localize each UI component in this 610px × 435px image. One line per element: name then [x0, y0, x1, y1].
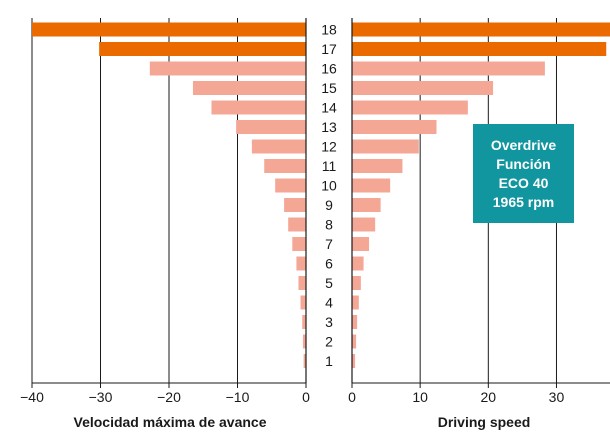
right-tick-label: 10	[412, 389, 428, 405]
left-tick-label: −20	[157, 389, 181, 405]
left-bar-gear-13	[236, 120, 306, 134]
left-bar-gear-2	[302, 334, 306, 349]
info-line-3: ECO 40	[498, 174, 549, 191]
gear-label-1: 1	[325, 353, 333, 369]
gear-label-18: 18	[321, 22, 337, 38]
left-bar-gear-9	[284, 198, 306, 212]
gear-label-2: 2	[325, 334, 333, 350]
gear-label-13: 13	[321, 119, 337, 135]
right-bar-gear-8	[352, 217, 376, 232]
right-bar-gear-18	[352, 22, 610, 37]
info-line-4: 1965 rpm	[492, 193, 555, 210]
right-bar-gear-5	[352, 276, 361, 290]
left-bar-gear-3	[302, 315, 306, 329]
overdrive-info-box: Overdrive Función ECO 40 1965 rpm	[473, 124, 574, 223]
right-bar-gear-4	[352, 295, 359, 310]
left-bar-gear-15	[192, 81, 306, 95]
right-bar-gear-9	[352, 198, 381, 212]
gear-label-10: 10	[321, 178, 337, 194]
left-tick-label: 0	[302, 389, 310, 405]
left-bar-gear-7	[292, 237, 306, 251]
gear-label-16: 16	[321, 61, 337, 77]
bars	[32, 22, 610, 368]
left-axis-title: Velocidad máxima de avance	[74, 414, 267, 430]
right-tick-label: 20	[481, 389, 497, 405]
info-line-1: Overdrive	[490, 136, 557, 153]
right-bar-gear-15	[352, 81, 494, 95]
right-bar-gear-1	[352, 354, 356, 368]
left-bar-gear-1	[303, 354, 306, 368]
gear-label-12: 12	[321, 139, 337, 155]
left-bar-gear-16	[149, 61, 306, 76]
right-bar-gear-12	[352, 139, 419, 154]
left-tick-label: −10	[226, 389, 250, 405]
gear-label-14: 14	[321, 100, 337, 116]
right-bar-gear-16	[352, 61, 545, 76]
gear-label-4: 4	[325, 295, 333, 311]
right-bar-gear-11	[352, 159, 403, 173]
info-line-2: Función	[496, 155, 551, 172]
right-tick-label: 30	[549, 389, 565, 405]
gear-label-6: 6	[325, 256, 333, 272]
gear-label-15: 15	[321, 80, 337, 96]
right-axis-title: Driving speed	[438, 414, 531, 430]
gear-label-5: 5	[325, 275, 333, 291]
left-bar-gear-10	[275, 178, 306, 193]
left-bar-gear-11	[264, 159, 306, 173]
right-bar-gear-6	[352, 256, 364, 271]
right-bar-gear-7	[352, 237, 370, 251]
left-bar-gear-5	[298, 276, 306, 290]
left-tick-label: −30	[89, 389, 113, 405]
right-tick-label: 0	[348, 389, 356, 405]
right-bar-gear-10	[352, 178, 391, 193]
left-bar-gear-12	[251, 139, 306, 154]
left-bar-gear-8	[288, 217, 306, 232]
gear-label-7: 7	[325, 236, 333, 252]
gear-label-3: 3	[325, 314, 333, 330]
left-tick-label: −40	[20, 389, 44, 405]
left-bar-gear-17	[99, 42, 306, 56]
gear-label-9: 9	[325, 197, 333, 213]
right-bar-gear-3	[352, 315, 358, 329]
gear-label-11: 11	[322, 158, 337, 174]
right-bar-gear-17	[352, 42, 607, 56]
labels: 18 17 16 15 14 13 12 11 10 9 8 7 6 5 4 3 2 1 −40 −30 −20 −10 0…	[20, 22, 564, 406]
gear-label-8: 8	[325, 217, 333, 233]
right-bar-gear-2	[352, 334, 357, 349]
gear-label-17: 17	[321, 41, 337, 57]
left-bar-gear-14	[211, 100, 306, 115]
axes	[31, 18, 610, 388]
left-bar-gear-18	[32, 22, 306, 37]
left-bar-gear-4	[300, 295, 306, 310]
right-bar-gear-14	[352, 100, 468, 115]
left-bar-gear-6	[296, 256, 306, 271]
right-bar-gear-13	[352, 120, 437, 134]
